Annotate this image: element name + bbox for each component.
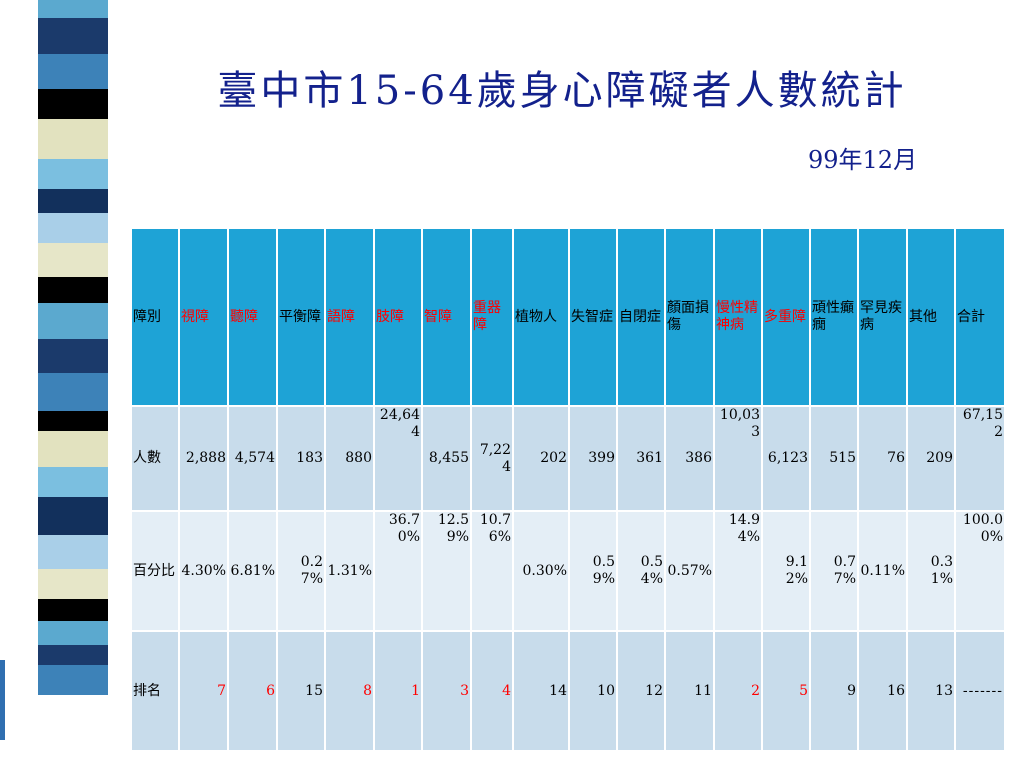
table-cell: 0.27%	[276, 510, 326, 632]
left-edge-marker	[0, 660, 5, 740]
table-cell: 12.59%	[421, 510, 472, 632]
table-cell: 2,888	[178, 405, 229, 512]
table-cell: 10,033	[713, 405, 763, 512]
table-cell: 0.54%	[616, 510, 666, 632]
table-cell: 0.57%	[664, 510, 715, 632]
table-cell: 36.70%	[373, 510, 423, 632]
table-cell: 10	[568, 630, 618, 752]
column-header: 視障	[178, 227, 229, 407]
table-cell: 3	[421, 630, 472, 752]
table-cell: 7	[178, 630, 229, 752]
table-row-count: 人數 2,888 4,574 183 880 24,644 8,455 7,224 202 39…	[130, 405, 1006, 512]
table-cell: 0.77%	[809, 510, 859, 632]
statistics-table: 障別 視障 聽障 平衡障 語障 肢障 智障 重器障 植物人 失智症 自閉症 顏面損傷 慢性精神病 多重障…	[130, 227, 1006, 752]
table-cell: 0.59%	[568, 510, 618, 632]
column-header: 頑性癲癇	[809, 227, 859, 407]
row-label: 百分比	[130, 510, 180, 632]
column-header: 其他	[906, 227, 956, 407]
left-margin	[0, 0, 38, 768]
row-label: 排名	[130, 630, 180, 752]
table-cell: 24,644	[373, 405, 423, 512]
column-header: 平衡障	[276, 227, 326, 407]
table-cell: 14	[512, 630, 570, 752]
column-header: 智障	[421, 227, 472, 407]
table-cell: 183	[276, 405, 326, 512]
row-label: 人數	[130, 405, 180, 512]
table-cell: 6.81%	[227, 510, 278, 632]
header-row: 障別 視障 聽障 平衡障 語障 肢障 智障 重器障 植物人 失智症 自閉症 顏面損傷 慢性精神病 多重障…	[130, 227, 1006, 407]
table-cell: 4	[470, 630, 514, 752]
table-cell: 361	[616, 405, 666, 512]
column-header: 慢性精神病	[713, 227, 763, 407]
table-cell: -------	[954, 630, 1006, 752]
table-cell: 9	[809, 630, 859, 752]
table-cell: 5	[761, 630, 811, 752]
table-cell: 0.11%	[857, 510, 908, 632]
table-cell: 7,224	[470, 405, 514, 512]
table-cell: 1.31%	[324, 510, 375, 632]
column-header: 語障	[324, 227, 375, 407]
table-cell: 6,123	[761, 405, 811, 512]
table-cell: 6	[227, 630, 278, 752]
column-header: 失智症	[568, 227, 618, 407]
table-cell: 14.94%	[713, 510, 763, 632]
column-header: 重器障	[470, 227, 514, 407]
table-cell: 12	[616, 630, 666, 752]
table-cell: 10.76%	[470, 510, 514, 632]
table-cell: 76	[857, 405, 908, 512]
column-header: 肢障	[373, 227, 423, 407]
column-header: 顏面損傷	[664, 227, 715, 407]
column-header: 植物人	[512, 227, 570, 407]
corner-label: 障別	[130, 227, 180, 407]
table-cell: 0.31%	[906, 510, 956, 632]
slide-date: 99年12月	[808, 146, 918, 174]
table-cell: 1	[373, 630, 423, 752]
table-row-rank: 排名 7 6 15 8 1 3 4 14 10 12 11 2 5 9 16 13 -------	[130, 630, 1006, 752]
table-cell: 386	[664, 405, 715, 512]
table-cell: 880	[324, 405, 375, 512]
table-cell: 515	[809, 405, 859, 512]
table-cell: 100.00%	[954, 510, 1006, 632]
slide-title: 臺中市15-64歲身心障礙者人數統計	[217, 68, 907, 114]
column-header: 多重障	[761, 227, 811, 407]
table-row-percentage: 百分比 4.30% 6.81% 0.27% 1.31% 36.70% 12.59% 10.7…	[130, 510, 1006, 632]
table-cell: 4.30%	[178, 510, 229, 632]
table-cell: 16	[857, 630, 908, 752]
table-cell: 9.12%	[761, 510, 811, 632]
table-cell: 209	[906, 405, 956, 512]
column-header: 自閉症	[616, 227, 666, 407]
table-cell: 4,574	[227, 405, 278, 512]
table-cell: 0.30%	[512, 510, 570, 632]
table-cell: 2	[713, 630, 763, 752]
table-cell: 13	[906, 630, 956, 752]
table-cell: 8	[324, 630, 375, 752]
table-cell: 202	[512, 405, 570, 512]
column-header: 合計	[954, 227, 1006, 407]
table-cell: 15	[276, 630, 326, 752]
column-header: 罕見疾病	[857, 227, 908, 407]
table-cell: 11	[664, 630, 715, 752]
table-cell: 67,152	[954, 405, 1006, 512]
table-cell: 8,455	[421, 405, 472, 512]
table-cell: 399	[568, 405, 618, 512]
column-header: 聽障	[227, 227, 278, 407]
